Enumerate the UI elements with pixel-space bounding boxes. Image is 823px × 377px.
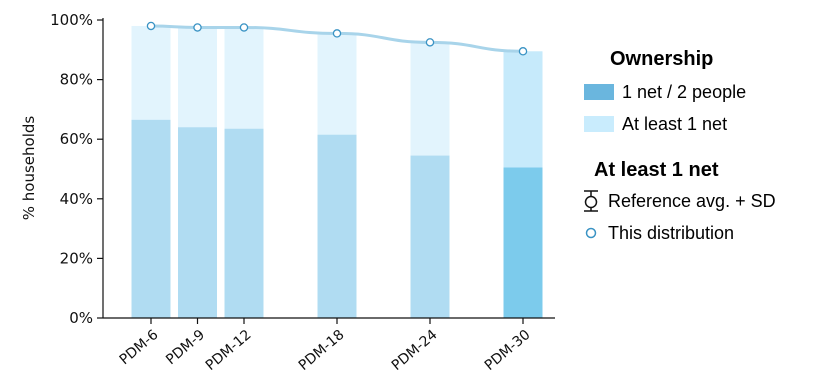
marker-pdm-30 — [518, 47, 528, 56]
y-axis-label: % households — [20, 116, 38, 221]
legend-row-reference: Reference avg. + SD — [578, 188, 818, 214]
x-tick-label: PDM-6 — [117, 327, 162, 368]
legend-net-title: At least 1 net — [594, 159, 719, 181]
x-tick-label: PDM-18 — [296, 327, 348, 374]
legend-label-at-least-one-net: At least 1 net — [622, 113, 728, 134]
marker-pdm-18 — [332, 29, 342, 38]
marker-pdm-9 — [193, 23, 202, 32]
bar-one-net-two-people-pdm-30 — [503, 167, 543, 318]
marker-pdm-6 — [146, 21, 156, 31]
legend-swatch-light — [584, 116, 614, 132]
legend-ownership-title: Ownership — [610, 48, 714, 70]
legend-label-distribution: This distribution — [608, 222, 735, 243]
y-tick-label: 20% — [60, 249, 93, 267]
bars-group — [131, 25, 543, 319]
bar-one-net-two-people-pdm-12 — [224, 128, 264, 318]
legend-label-one-net-two-people: 1 net / 2 people — [622, 81, 747, 102]
legend-label-reference: Reference avg. + SD — [608, 190, 776, 211]
y-tick-label: 100% — [50, 11, 93, 29]
y-tick-label: 80% — [60, 71, 93, 89]
x-tick-label: PDM-9 — [163, 327, 208, 368]
bar-one-net-two-people-pdm-18 — [317, 134, 357, 318]
x-tick-label: PDM-12 — [203, 327, 255, 374]
markers-group — [146, 21, 528, 56]
y-tick-label: 60% — [60, 130, 93, 148]
bar-one-net-two-people-pdm-24 — [410, 155, 450, 318]
y-tick-label: 0% — [69, 309, 93, 327]
legend-row-at-least-one-net: At least 1 net — [578, 111, 818, 137]
x-tick-label: PDM-24 — [389, 327, 441, 374]
legend: Ownership 1 net / 2 people At least 1 ne… — [578, 48, 818, 246]
x-tick-label: PDM-30 — [482, 327, 534, 374]
circle-marker-icon — [578, 220, 608, 246]
legend-row-one-net-two-people: 1 net / 2 people — [578, 79, 818, 105]
bar-one-net-two-people-pdm-9 — [178, 127, 217, 318]
errorbar-circle-icon — [578, 188, 608, 214]
legend-row-distribution: This distribution — [578, 220, 818, 246]
bar-one-net-two-people-pdm-6 — [131, 119, 171, 318]
legend-swatch-dark — [584, 84, 614, 100]
marker-pdm-12 — [239, 23, 249, 32]
marker-pdm-24 — [425, 38, 435, 47]
y-tick-label: 40% — [60, 190, 93, 208]
